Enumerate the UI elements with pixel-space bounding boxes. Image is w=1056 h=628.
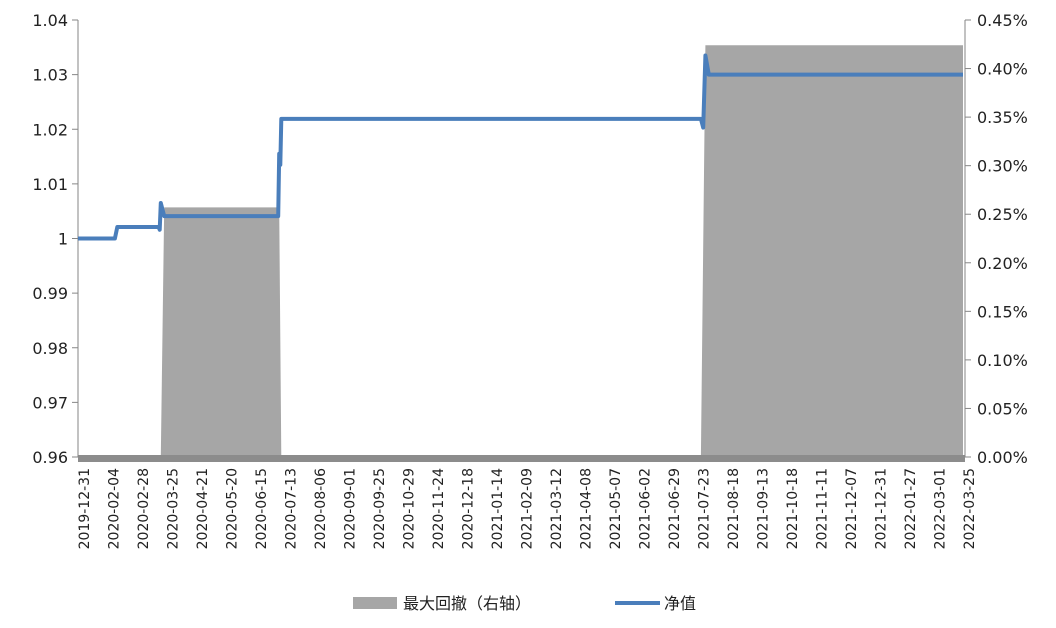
drawdown-area-layer — [78, 45, 963, 457]
x-tick-label: 2022-03-01 — [933, 468, 949, 549]
axes: 0.96 0.97 0.98 0.99 1 1.01 1.02 1.03 1.04 0.00% 0.… — [32, 11, 1027, 467]
x-tick-label: 2021-06-29 — [667, 468, 683, 549]
x-tick-label: 2020-06-15 — [254, 468, 270, 549]
legend-label-nav: 净值 — [664, 594, 696, 613]
x-tick-label: 2021-04-08 — [579, 468, 595, 549]
x-tick-label: 2020-02-28 — [136, 468, 152, 549]
x-tick-label: 2019-12-31 — [77, 468, 93, 549]
x-tick-label: 2021-12-31 — [874, 468, 890, 549]
right-tick-label: 0.20% — [977, 254, 1028, 273]
x-tick-label: 2020-07-13 — [284, 468, 300, 549]
nav-line-layer — [78, 53, 963, 241]
left-tick-label: 0.98 — [32, 339, 68, 358]
left-tick-label: 1.01 — [32, 175, 68, 194]
right-tick-label: 0.30% — [977, 157, 1028, 176]
right-tick-label: 0.10% — [977, 351, 1028, 370]
right-tick-label: 0.40% — [977, 60, 1028, 79]
x-tick-label: 2020-12-18 — [461, 468, 477, 549]
x-tick-label: 2021-11-11 — [815, 468, 831, 549]
x-tick-label: 2020-08-06 — [313, 468, 329, 549]
nav-line — [78, 53, 963, 241]
legend-label-drawdown: 最大回撤（右轴） — [403, 594, 531, 613]
left-tick-label: 1.04 — [32, 11, 68, 30]
x-tick-label: 2021-10-18 — [785, 468, 801, 549]
x-tick-label: 2021-06-02 — [638, 468, 654, 549]
left-tick-label: 1.02 — [32, 120, 68, 139]
x-tick-label: 2021-08-18 — [726, 468, 742, 549]
x-tick-label: 2021-07-23 — [697, 468, 713, 549]
x-tick-label: 2020-02-04 — [107, 468, 123, 549]
x-tick-labels: 2019-12-31 2020-02-04 2020-02-28 2020-03-25… — [77, 468, 978, 549]
x-tick-label: 2021-02-09 — [520, 468, 536, 549]
x-tick-label: 2020-04-21 — [195, 468, 211, 549]
x-tick-label: 2020-09-01 — [343, 468, 359, 549]
x-tick-label: 2020-05-20 — [225, 468, 241, 549]
right-tick-label: 0.45% — [977, 11, 1028, 30]
legend-swatch-drawdown — [353, 597, 397, 609]
left-tick-label: 0.99 — [32, 284, 68, 303]
right-tick-label: 0.35% — [977, 108, 1028, 127]
x-tick-label: 2021-09-13 — [756, 468, 772, 549]
drawdown-area — [78, 45, 963, 457]
left-tick-label: 1.03 — [32, 66, 68, 85]
x-tick-label: 2022-01-27 — [903, 468, 919, 549]
left-tick-label: 1 — [58, 230, 68, 249]
x-tick-label: 2020-09-25 — [372, 468, 388, 549]
right-tick-label: 0.15% — [977, 302, 1028, 321]
legend: 最大回撤（右轴） 净值 — [353, 594, 696, 613]
x-tick-label: 2021-12-07 — [844, 468, 860, 549]
x-tick-label: 2020-03-25 — [166, 468, 182, 549]
x-tick-label: 2021-01-14 — [490, 468, 506, 549]
x-tick-label: 2020-10-29 — [402, 468, 418, 549]
x-axis-band — [78, 455, 965, 462]
right-tick-label: 0.05% — [977, 399, 1028, 418]
left-tick-label: 0.97 — [32, 393, 68, 412]
x-tick-label: 2021-03-12 — [549, 468, 565, 549]
x-tick-label: 2022-03-25 — [962, 468, 978, 549]
right-tick-label: 0.00% — [977, 448, 1028, 467]
x-tick-label: 2020-11-24 — [431, 468, 447, 549]
right-tick-label: 0.25% — [977, 205, 1028, 224]
x-tick-label: 2021-05-07 — [608, 468, 624, 549]
left-tick-label: 0.96 — [32, 448, 68, 467]
